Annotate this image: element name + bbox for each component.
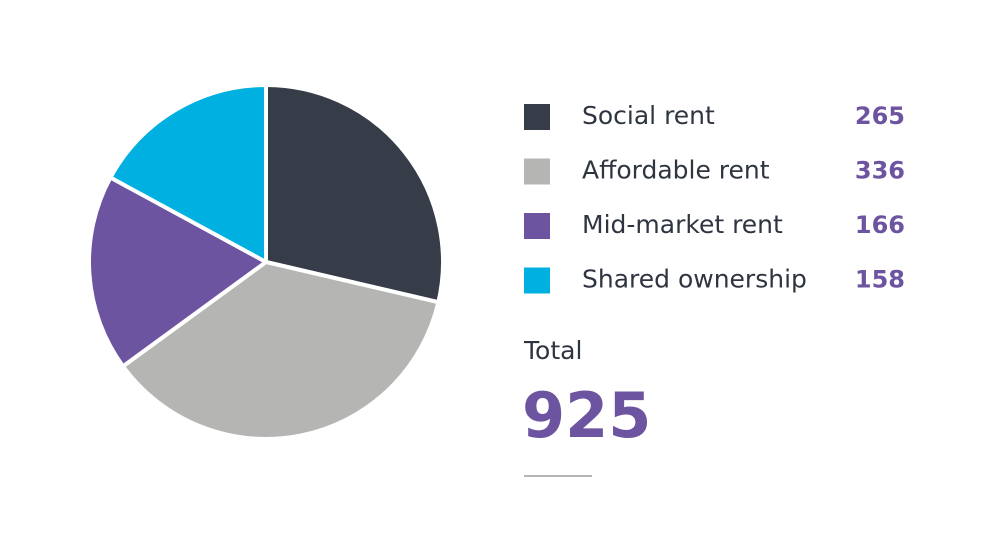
legend-swatch [524,267,550,294]
total-label: Total [523,336,582,365]
legend-swatch [524,104,550,130]
legend-label: Mid-market rent [582,210,783,239]
legend-value: 158 [855,266,905,294]
pie-slice [108,83,268,264]
legend-label: Shared ownership [582,265,807,294]
legend-swatch [524,158,550,185]
legend-label: Social rent [582,101,715,130]
pie-slice [120,260,441,441]
legend-value: 336 [855,157,905,185]
pie-slice [87,175,268,369]
legend-value: 265 [855,102,905,130]
legend-label: Affordable rent [582,156,770,185]
legend-swatch [524,213,550,239]
pie-slice [264,83,445,305]
total-value: 925 [522,379,651,452]
legend-value: 166 [855,211,905,239]
